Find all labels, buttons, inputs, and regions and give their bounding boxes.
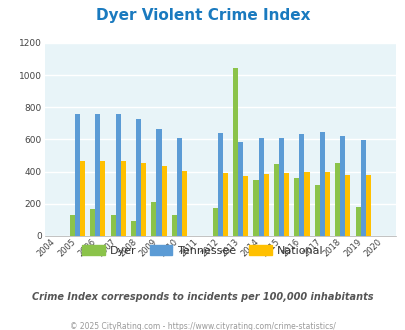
Bar [298,134,304,236]
Text: © 2025 CityRating.com - https://www.cityrating.com/crime-statistics/: © 2025 CityRating.com - https://www.city… [70,322,335,330]
Bar [319,132,324,236]
Bar [273,164,278,236]
Bar [360,140,365,236]
Bar [253,180,258,236]
Bar [232,68,238,236]
Bar [156,129,161,236]
Bar [80,161,85,236]
Bar [355,207,360,236]
Bar [212,208,217,236]
Bar [141,163,146,236]
Bar [75,115,80,236]
Bar [314,185,319,236]
Bar [222,173,227,236]
Bar [171,215,177,236]
Bar [136,119,141,236]
Bar [217,133,222,236]
Bar [324,172,329,236]
Bar [95,115,100,236]
Bar [70,215,75,236]
Bar [258,138,263,236]
Bar [161,166,166,236]
Bar [278,138,284,236]
Bar [238,142,243,236]
Bar [345,175,350,236]
Bar [90,210,95,236]
Bar [100,161,105,236]
Text: Dyer Violent Crime Index: Dyer Violent Crime Index [96,8,309,23]
Bar [151,202,156,236]
Bar [243,176,248,236]
Text: Crime Index corresponds to incidents per 100,000 inhabitants: Crime Index corresponds to incidents per… [32,292,373,302]
Bar [334,163,339,236]
Bar [110,215,115,236]
Bar [120,161,126,236]
Bar [365,175,370,236]
Bar [181,171,187,236]
Bar [339,136,345,236]
Bar [177,138,181,236]
Bar [294,178,298,236]
Bar [115,115,120,236]
Bar [284,173,288,236]
Legend: Dyer, Tennessee, National: Dyer, Tennessee, National [78,241,327,260]
Bar [130,221,136,236]
Bar [263,175,268,236]
Bar [304,172,309,236]
